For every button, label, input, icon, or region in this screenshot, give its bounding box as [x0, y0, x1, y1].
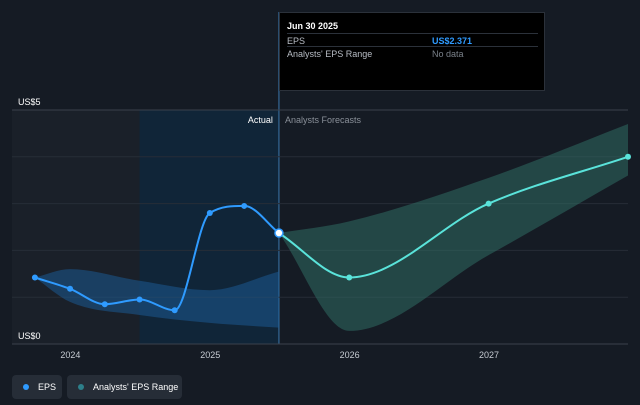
tooltip-row-eps: EPS US$2.371: [287, 33, 538, 47]
legend-range-label: Analysts' EPS Range: [93, 382, 179, 392]
x-tick-label: 2024: [60, 350, 80, 360]
eps-point: [31, 274, 38, 281]
eps-forecast-line: [278, 155, 629, 279]
x-tick-label: 2025: [200, 350, 220, 360]
tooltip: Jun 30 2025 EPS US$2.371 Analysts' EPS R…: [279, 12, 545, 91]
eps-point: [241, 202, 248, 209]
eps-point: [206, 209, 213, 216]
eps-current-point: [274, 228, 284, 238]
eps-point: [171, 307, 178, 314]
tooltip-eps-label: EPS: [287, 36, 306, 46]
label-layer: US$5 US$0 2024 2025 2026 2027 Actual Analysts F…: [18, 97, 499, 360]
eps-point: [101, 301, 108, 308]
legend-eps-label: EPS: [38, 382, 57, 392]
tooltip-row-range: Analysts' EPS Range No data: [287, 46, 538, 60]
tooltip-range-label: Analysts' EPS Range: [287, 49, 373, 59]
legend-range-button[interactable]: Analysts' EPS Range: [67, 375, 182, 399]
tooltip-range-value: No data: [432, 49, 464, 59]
forecast-range-band: [278, 124, 628, 331]
eps-legend-dot-icon: [23, 384, 29, 390]
forecast-point: [346, 274, 353, 281]
x-tick-label: 2026: [340, 350, 360, 360]
forecast-point: [485, 200, 492, 207]
forecast-label: Analysts Forecasts: [285, 115, 362, 125]
legend-eps-button[interactable]: EPS: [12, 375, 62, 399]
eps-point: [136, 296, 143, 303]
band-layer: [34, 124, 628, 331]
y-tick-label: US$5: [18, 97, 41, 107]
eps-actual-line: [34, 204, 280, 312]
actual-label: Actual: [248, 115, 273, 125]
past-range-band: [34, 269, 279, 328]
shade-layer: [12, 12, 280, 344]
point-layer: [31, 153, 631, 314]
x-tick-label: 2027: [479, 350, 499, 360]
range-legend-dot-icon: [78, 384, 84, 390]
y-tick-label: US$0: [18, 331, 41, 341]
line-layer: [34, 155, 629, 312]
tooltip-date: Jun 30 2025: [287, 21, 339, 31]
forecast-point: [625, 153, 631, 160]
eps-point: [67, 285, 74, 292]
tooltip-eps-value: US$2.371: [432, 36, 473, 46]
